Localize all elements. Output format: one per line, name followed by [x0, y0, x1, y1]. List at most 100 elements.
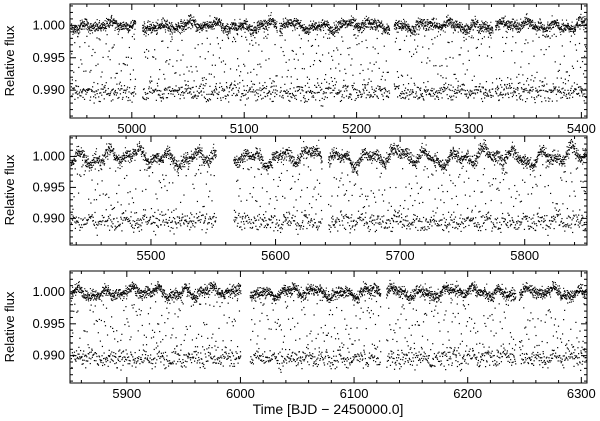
flux-point — [316, 26, 318, 28]
flux-point — [380, 78, 382, 81]
flux-point — [328, 52, 330, 54]
flux-point — [99, 39, 101, 41]
flux-point — [434, 21, 436, 23]
flux-point — [220, 22, 222, 24]
flux-point — [231, 41, 234, 43]
flux-point — [83, 153, 86, 155]
flux-point — [575, 88, 577, 90]
flux-point — [468, 93, 471, 95]
flux-point — [483, 31, 485, 33]
flux-point — [556, 24, 558, 27]
flux-point — [154, 89, 156, 91]
flux-point — [551, 27, 554, 29]
flux-point — [543, 26, 545, 28]
flux-point — [94, 51, 96, 54]
flux-point — [359, 26, 361, 28]
flux-point — [299, 86, 301, 88]
flux-point — [284, 25, 286, 27]
flux-point — [127, 150, 129, 152]
flux-point — [480, 25, 482, 27]
flux-point — [119, 156, 121, 159]
flux-point — [570, 35, 573, 37]
flux-point — [316, 24, 319, 26]
flux-point — [188, 22, 190, 24]
flux-point — [386, 91, 389, 93]
flux-point — [488, 95, 490, 97]
flux-point — [348, 21, 351, 23]
flux-point — [130, 21, 132, 23]
flux-point — [466, 69, 468, 71]
flux-point — [503, 89, 505, 91]
flux-point — [504, 84, 506, 86]
flux-point — [463, 40, 465, 42]
flux-point — [158, 163, 160, 165]
flux-point — [235, 95, 237, 97]
flux-point — [164, 89, 166, 92]
flux-point — [178, 25, 180, 28]
flux-point — [239, 26, 241, 28]
flux-point — [220, 25, 222, 27]
flux-point — [566, 24, 568, 26]
flux-point — [153, 56, 155, 58]
flux-point — [528, 21, 530, 23]
flux-point — [171, 160, 173, 163]
flux-point — [134, 20, 137, 23]
flux-point — [91, 27, 93, 30]
flux-point — [387, 27, 389, 29]
flux-point — [102, 24, 104, 26]
flux-point — [85, 155, 87, 157]
flux-point — [117, 28, 119, 30]
flux-point — [312, 25, 314, 27]
flux-point — [428, 92, 431, 94]
flux-point — [220, 23, 222, 25]
flux-point — [467, 96, 470, 98]
flux-point — [439, 89, 442, 91]
flux-point — [74, 26, 76, 28]
flux-point — [226, 85, 228, 88]
flux-point — [93, 96, 95, 98]
flux-point — [203, 25, 205, 27]
flux-point — [73, 27, 75, 29]
flux-point — [206, 93, 208, 96]
flux-point — [98, 26, 100, 28]
flux-point — [352, 19, 354, 21]
flux-point — [388, 27, 390, 29]
flux-point — [164, 29, 166, 31]
flux-point — [103, 160, 105, 163]
flux-point — [300, 86, 303, 88]
flux-point — [146, 29, 148, 31]
flux-point — [548, 100, 550, 102]
flux-point — [472, 25, 474, 27]
flux-point — [502, 23, 504, 25]
flux-point — [255, 92, 258, 94]
flux-point — [77, 29, 79, 31]
flux-point — [74, 26, 76, 28]
flux-point — [103, 98, 105, 100]
flux-point — [322, 23, 324, 25]
flux-point — [170, 154, 172, 156]
flux-point — [211, 26, 213, 28]
flux-point — [413, 33, 415, 35]
flux-point — [538, 36, 540, 38]
flux-point — [195, 66, 197, 68]
flux-point — [152, 161, 154, 163]
flux-point — [371, 23, 373, 25]
flux-point — [370, 24, 372, 26]
flux-point — [426, 21, 428, 23]
flux-point — [181, 29, 183, 31]
flux-point — [409, 29, 411, 32]
flux-point — [83, 156, 85, 158]
flux-point — [145, 159, 147, 161]
flux-point — [196, 151, 198, 153]
flux-point — [127, 155, 129, 157]
flux-point — [148, 163, 150, 165]
flux-point — [425, 25, 427, 27]
flux-point — [141, 155, 143, 157]
flux-point — [73, 32, 75, 34]
flux-point — [191, 97, 193, 99]
flux-point — [434, 24, 436, 26]
flux-point — [571, 25, 573, 27]
flux-point — [541, 27, 543, 29]
flux-point — [227, 33, 230, 35]
flux-point — [113, 44, 115, 46]
